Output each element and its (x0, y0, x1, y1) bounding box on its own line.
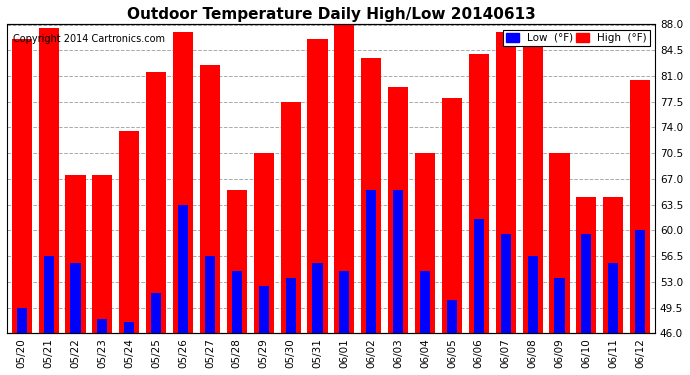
Bar (555, 278, 564, 333)
Bar (635, 230, 645, 333)
Bar (92, 175, 112, 333)
Bar (173, 32, 193, 333)
Bar (335, 21, 355, 333)
Bar (12, 39, 32, 333)
Bar (608, 264, 618, 333)
Bar (469, 54, 489, 333)
Bar (420, 271, 430, 333)
Bar (43, 256, 54, 333)
Title: Outdoor Temperature Daily High/Low 20140613: Outdoor Temperature Daily High/Low 20140… (126, 7, 535, 22)
Bar (124, 322, 135, 333)
Bar (151, 293, 161, 333)
Bar (259, 285, 269, 333)
Bar (308, 39, 328, 333)
Bar (582, 234, 591, 333)
Bar (501, 234, 511, 333)
Bar (495, 32, 516, 333)
Bar (576, 197, 596, 333)
Bar (97, 319, 108, 333)
Text: Copyright 2014 Cartronics.com: Copyright 2014 Cartronics.com (13, 34, 166, 44)
Bar (528, 256, 538, 333)
Bar (227, 190, 247, 333)
Bar (366, 190, 376, 333)
Bar (388, 87, 408, 333)
Bar (200, 65, 220, 333)
Bar (603, 197, 623, 333)
Bar (70, 264, 81, 333)
Bar (178, 205, 188, 333)
Bar (205, 256, 215, 333)
Bar (630, 80, 650, 333)
Bar (474, 219, 484, 333)
Bar (522, 36, 543, 333)
Bar (549, 153, 569, 333)
Bar (254, 153, 274, 333)
Bar (146, 72, 166, 333)
Bar (17, 308, 27, 333)
Bar (361, 58, 382, 333)
Bar (415, 153, 435, 333)
Bar (286, 278, 295, 333)
Bar (232, 271, 242, 333)
Bar (339, 271, 349, 333)
Bar (393, 190, 403, 333)
Bar (313, 264, 322, 333)
Bar (281, 102, 301, 333)
Bar (66, 175, 86, 333)
Bar (447, 300, 457, 333)
Bar (119, 131, 139, 333)
Bar (442, 98, 462, 333)
Legend: Low  (°F), High  (°F): Low (°F), High (°F) (503, 30, 650, 46)
Bar (39, 28, 59, 333)
